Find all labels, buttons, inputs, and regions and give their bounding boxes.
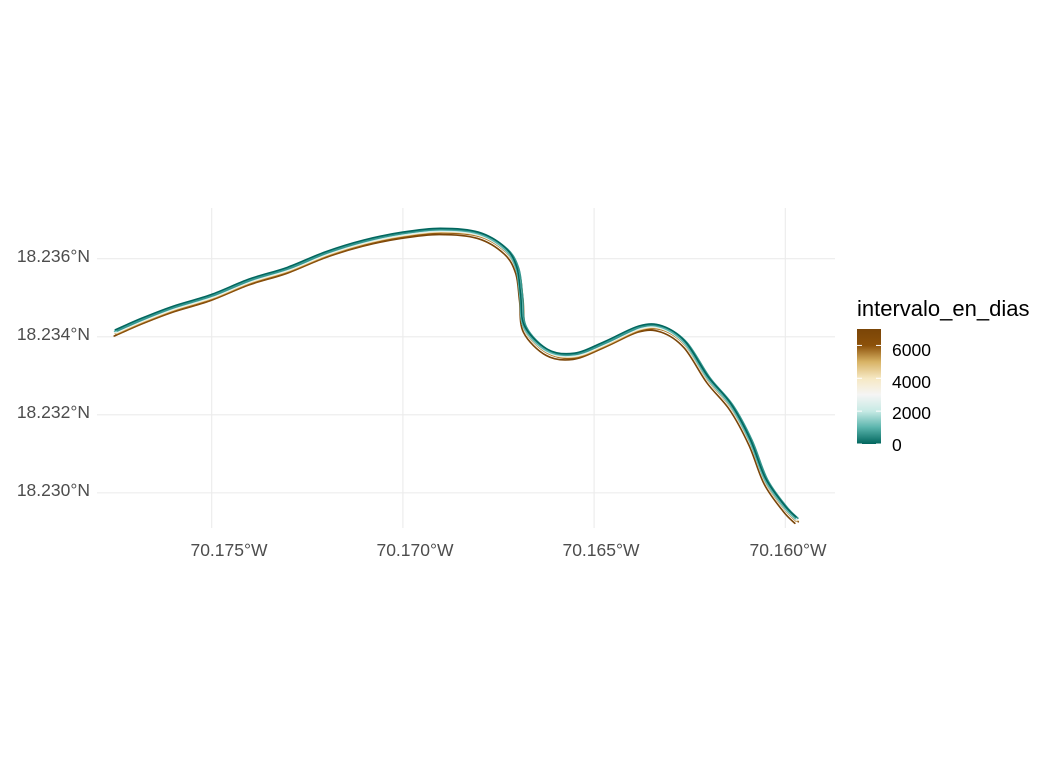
legend-label: 4000	[892, 372, 931, 392]
river-trace	[115, 229, 798, 520]
legend-label: 0	[892, 435, 902, 455]
x-tick-label: 70.165°W	[562, 540, 640, 560]
color-legend: intervalo_en_dias 6000 4000 2000 0	[857, 296, 1029, 455]
legend-colorbar	[857, 329, 881, 444]
legend-label: 2000	[892, 403, 931, 423]
legend-label: 6000	[892, 340, 931, 360]
river-trace	[114, 227, 797, 518]
river-trace	[116, 231, 799, 522]
river-trace	[114, 231, 797, 522]
x-axis-ticks: 70.175°W 70.170°W 70.165°W 70.160°W	[190, 540, 827, 560]
y-tick-label: 18.236°N	[17, 246, 90, 266]
x-tick-label: 70.175°W	[190, 540, 268, 560]
river-trace	[116, 228, 799, 520]
river-lines	[113, 227, 800, 525]
legend-tick-marks	[857, 344, 881, 445]
legend-title: intervalo_en_dias	[857, 296, 1029, 321]
x-tick-label: 70.160°W	[749, 540, 827, 560]
river-trace	[115, 230, 798, 521]
river-trace	[113, 233, 796, 525]
river-trace	[113, 229, 797, 520]
river-trace	[114, 230, 798, 521]
river-trace	[116, 232, 800, 523]
river-trace	[114, 230, 797, 521]
y-tick-label: 18.234°N	[17, 324, 90, 344]
x-tick-label: 70.170°W	[376, 540, 454, 560]
y-tick-label: 18.232°N	[17, 402, 90, 422]
y-tick-label: 18.230°N	[17, 480, 90, 500]
panel-grid	[97, 208, 835, 528]
y-axis-ticks: 18.236°N 18.234°N 18.232°N 18.230°N	[17, 246, 90, 500]
